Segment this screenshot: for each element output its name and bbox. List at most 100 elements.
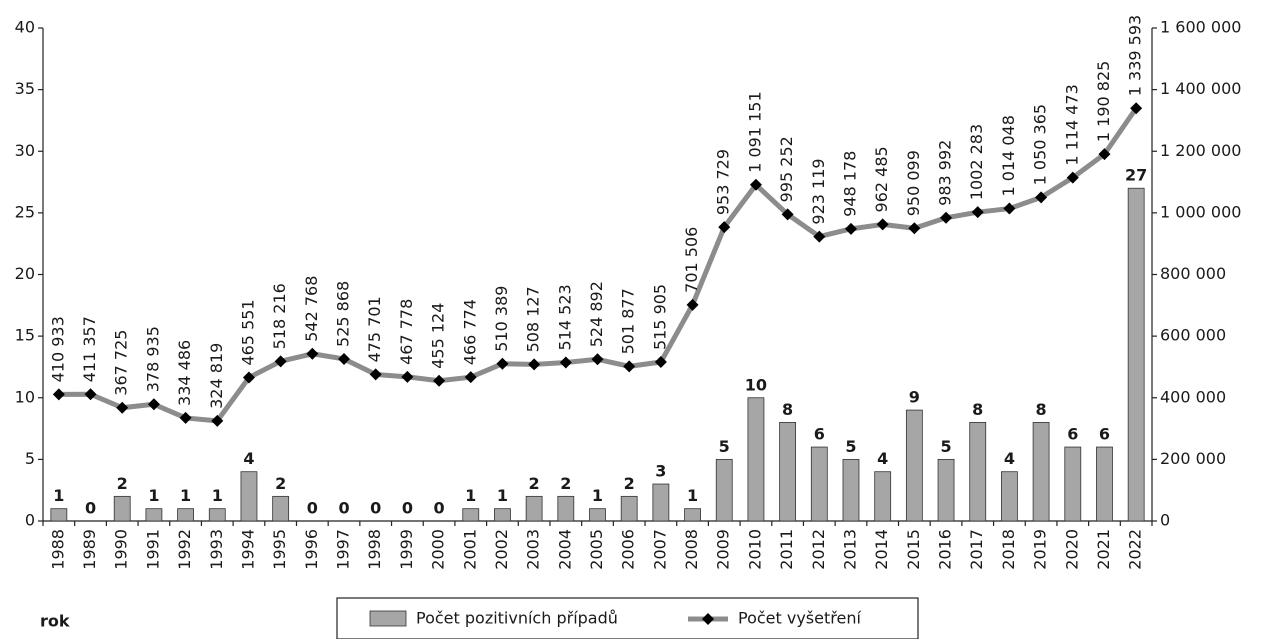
line-value-label: 525 868	[334, 281, 353, 347]
bar	[208, 508, 226, 522]
y2-tick-label: 1 000 000	[1160, 202, 1241, 221]
bar-value-label: 8	[972, 400, 983, 419]
x-tick-label: 2000	[429, 529, 448, 570]
bar	[969, 421, 987, 522]
bar	[113, 495, 131, 522]
line-value-label: 378 935	[143, 326, 162, 392]
y2-tick-label: 1 600 000	[1160, 18, 1241, 37]
line-marker	[1130, 102, 1143, 115]
bar-value-label: 2	[529, 474, 540, 493]
x-tick-label: 2019	[1031, 529, 1050, 570]
legend-label: Počet pozitivních případů	[416, 609, 618, 628]
line-value-label: 411 357	[80, 316, 99, 382]
line-value-label: 1002 283	[967, 124, 986, 200]
line-value-label: 1 190 825	[1094, 61, 1113, 142]
line-marker	[211, 414, 224, 427]
bar	[937, 458, 955, 522]
bar-value-label: 0	[307, 499, 318, 518]
bar-value-label: 8	[1036, 400, 1047, 419]
line-value-label: 455 124	[429, 303, 448, 369]
bar-value-label: 1	[212, 486, 223, 505]
x-tick-label: 2021	[1094, 529, 1113, 570]
x-tick-label: 1991	[143, 529, 162, 570]
y2-tick-label: 800 000	[1160, 264, 1226, 283]
bar-value-label: 1	[148, 486, 159, 505]
y-tick-label: 25	[15, 202, 35, 221]
x-tick-label: 2013	[840, 529, 859, 570]
x-tick-label: 1995	[270, 529, 289, 570]
bar	[50, 508, 68, 522]
bar	[779, 421, 797, 522]
x-tick-label: 2018	[999, 529, 1018, 570]
bar-value-label: 6	[814, 425, 825, 444]
bar-value-label: 1	[53, 486, 64, 505]
x-tick-label: 2016	[936, 529, 955, 570]
x-tick-label: 1996	[302, 529, 321, 570]
bar-value-label: 4	[243, 449, 254, 468]
x-tick-label: 2015	[904, 529, 923, 570]
x-tick-label: 1997	[334, 529, 353, 570]
x-tick-label: 2004	[555, 529, 574, 570]
line-marker	[116, 401, 129, 414]
line-value-label: 948 178	[840, 151, 859, 217]
bar	[177, 508, 194, 522]
bar	[240, 471, 258, 522]
line-marker	[464, 371, 477, 384]
line-marker	[971, 206, 984, 219]
bar-value-label: 1	[465, 486, 476, 505]
bar-value-label: 1	[592, 486, 603, 505]
bar-value-label: 9	[909, 388, 920, 407]
line-value-label: 953 729	[714, 149, 733, 215]
bar-value-label: 3	[655, 462, 666, 481]
bar-value-label: 0	[402, 499, 413, 518]
line-marker	[338, 352, 351, 365]
line-value-label: 524 892	[587, 281, 606, 347]
y2-tick-label: 600 000	[1160, 326, 1226, 345]
line-value-label: 475 701	[365, 296, 384, 362]
bar	[462, 508, 480, 522]
line-marker	[84, 388, 97, 401]
bar	[589, 508, 606, 522]
line-marker	[718, 221, 731, 234]
line-value-label: 1 091 151	[745, 91, 764, 172]
line-marker	[401, 370, 414, 383]
line-marker	[654, 356, 667, 369]
bar-value-label: 5	[719, 437, 730, 456]
bar-value-label: 6	[1067, 425, 1078, 444]
line-value-label: 1 339 593	[1126, 15, 1145, 96]
bar-value-label: 27	[1125, 166, 1147, 185]
bar-value-label: 0	[338, 499, 349, 518]
bar-value-label: 5	[845, 437, 856, 456]
line-marker	[623, 360, 636, 373]
line-marker	[528, 358, 541, 371]
bar	[810, 446, 828, 522]
y-tick-label: 10	[15, 387, 35, 406]
line-marker	[781, 208, 794, 221]
bar	[652, 483, 670, 522]
line-marker	[749, 178, 762, 191]
line-value-label: 962 485	[872, 146, 891, 212]
line-value-label: 542 768	[302, 276, 321, 342]
line-marker	[686, 298, 699, 311]
x-tick-label: 2003	[524, 529, 543, 570]
bar-value-label: 0	[85, 499, 96, 518]
bar	[1096, 446, 1113, 522]
line-marker	[940, 211, 953, 224]
line-marker	[242, 371, 255, 384]
bar	[1127, 187, 1145, 522]
x-tick-label: 2010	[745, 529, 764, 570]
line-marker	[433, 374, 446, 387]
y2-tick-label: 1 200 000	[1160, 141, 1241, 160]
y-tick-label: 40	[15, 18, 35, 37]
line-value-label: 510 389	[492, 286, 511, 352]
legend-marker	[702, 613, 714, 625]
line-value-label: 701 506	[682, 227, 701, 293]
x-tick-label: 1998	[365, 529, 384, 570]
line-value-label: 324 819	[207, 343, 226, 409]
line-value-label: 514 523	[555, 284, 574, 350]
x-tick-label: 2007	[650, 529, 669, 570]
x-tick-label: 2009	[714, 529, 733, 570]
line-marker	[1035, 191, 1048, 204]
